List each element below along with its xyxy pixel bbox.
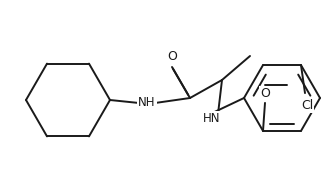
Text: Cl: Cl — [301, 99, 313, 112]
Text: NH: NH — [138, 97, 156, 110]
Text: O: O — [167, 51, 177, 63]
Text: HN: HN — [203, 112, 221, 125]
Text: O: O — [260, 87, 270, 100]
